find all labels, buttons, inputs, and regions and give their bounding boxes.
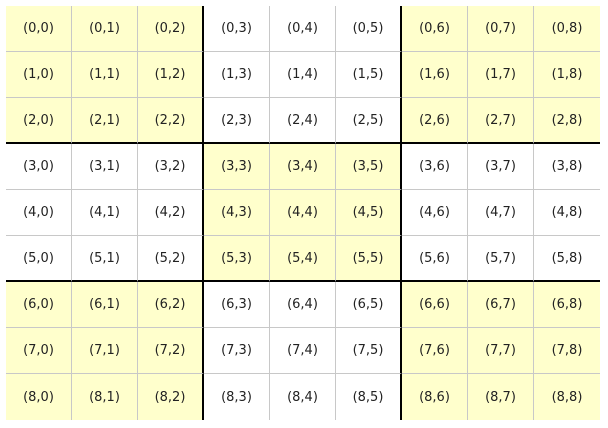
grid-cell[interactable]: (8,4) [270, 374, 336, 420]
grid-cell[interactable]: (1,1) [72, 52, 138, 98]
grid-cell[interactable]: (0,1) [72, 6, 138, 52]
grid-cell[interactable]: (6,2) [138, 282, 204, 328]
grid-cell[interactable]: (8,2) [138, 374, 204, 420]
grid-cell[interactable]: (5,5) [336, 236, 402, 282]
grid-cell[interactable]: (3,1) [72, 144, 138, 190]
grid-cell[interactable]: (2,8) [534, 98, 600, 144]
grid-cell[interactable]: (6,4) [270, 282, 336, 328]
grid-cell[interactable]: (1,3) [204, 52, 270, 98]
grid-cell[interactable]: (0,5) [336, 6, 402, 52]
sudoku-grid: (0,0) (0,1) (0,2) (0,3) (0,4) (0,5) (0,6) (0,7)… [6, 6, 600, 420]
grid-cell[interactable]: (1,8) [534, 52, 600, 98]
grid-cell[interactable]: (1,6) [402, 52, 468, 98]
grid-cell[interactable]: (3,7) [468, 144, 534, 190]
grid-cell[interactable]: (2,5) [336, 98, 402, 144]
grid-cell[interactable]: (7,1) [72, 328, 138, 374]
grid-cell[interactable]: (2,2) [138, 98, 204, 144]
grid-cell[interactable]: (8,0) [6, 374, 72, 420]
grid-cell[interactable]: (5,8) [534, 236, 600, 282]
grid-cell[interactable]: (8,3) [204, 374, 270, 420]
grid-cell[interactable]: (4,7) [468, 190, 534, 236]
grid-cell[interactable]: (6,8) [534, 282, 600, 328]
grid-cell[interactable]: (8,8) [534, 374, 600, 420]
grid-cell[interactable]: (8,1) [72, 374, 138, 420]
grid-cell[interactable]: (2,3) [204, 98, 270, 144]
grid-cell[interactable]: (5,3) [204, 236, 270, 282]
grid-cell[interactable]: (4,2) [138, 190, 204, 236]
grid-cell[interactable]: (0,6) [402, 6, 468, 52]
grid-cell[interactable]: (5,6) [402, 236, 468, 282]
grid-cell[interactable]: (1,4) [270, 52, 336, 98]
grid-cell[interactable]: (4,6) [402, 190, 468, 236]
grid-cell[interactable]: (3,0) [6, 144, 72, 190]
grid-cell[interactable]: (7,8) [534, 328, 600, 374]
grid-cell[interactable]: (5,0) [6, 236, 72, 282]
grid-cell[interactable]: (4,3) [204, 190, 270, 236]
grid-cell[interactable]: (5,2) [138, 236, 204, 282]
grid-cell[interactable]: (2,7) [468, 98, 534, 144]
grid-cell[interactable]: (4,0) [6, 190, 72, 236]
grid-cell[interactable]: (4,4) [270, 190, 336, 236]
grid-cell[interactable]: (1,5) [336, 52, 402, 98]
grid-cell[interactable]: (6,7) [468, 282, 534, 328]
grid-cell[interactable]: (0,2) [138, 6, 204, 52]
grid-cell[interactable]: (2,4) [270, 98, 336, 144]
grid-cell[interactable]: (6,5) [336, 282, 402, 328]
grid-cell[interactable]: (0,4) [270, 6, 336, 52]
grid-cell[interactable]: (7,7) [468, 328, 534, 374]
grid-cell[interactable]: (2,1) [72, 98, 138, 144]
grid-cell[interactable]: (7,4) [270, 328, 336, 374]
grid-cell[interactable]: (0,7) [468, 6, 534, 52]
grid-cell[interactable]: (3,8) [534, 144, 600, 190]
grid-cell[interactable]: (0,3) [204, 6, 270, 52]
grid-cell[interactable]: (5,4) [270, 236, 336, 282]
grid-cell[interactable]: (8,7) [468, 374, 534, 420]
grid-cell[interactable]: (6,3) [204, 282, 270, 328]
grid-cell[interactable]: (7,5) [336, 328, 402, 374]
grid-cell[interactable]: (5,7) [468, 236, 534, 282]
grid-cell[interactable]: (3,2) [138, 144, 204, 190]
grid-cell[interactable]: (8,6) [402, 374, 468, 420]
grid-cell[interactable]: (3,3) [204, 144, 270, 190]
grid-cell[interactable]: (7,2) [138, 328, 204, 374]
grid-cell[interactable]: (4,1) [72, 190, 138, 236]
grid-cell[interactable]: (6,6) [402, 282, 468, 328]
grid-cell[interactable]: (3,6) [402, 144, 468, 190]
grid-cell[interactable]: (3,5) [336, 144, 402, 190]
grid-cell[interactable]: (7,3) [204, 328, 270, 374]
grid-cell[interactable]: (2,0) [6, 98, 72, 144]
grid-cell[interactable]: (1,2) [138, 52, 204, 98]
grid-cells: (0,0) (0,1) (0,2) (0,3) (0,4) (0,5) (0,6) (0,7)… [6, 6, 600, 420]
grid-cell[interactable]: (5,1) [72, 236, 138, 282]
grid-cell[interactable]: (6,0) [6, 282, 72, 328]
grid-cell[interactable]: (0,8) [534, 6, 600, 52]
grid-cell[interactable]: (3,4) [270, 144, 336, 190]
grid-cell[interactable]: (7,0) [6, 328, 72, 374]
grid-cell[interactable]: (6,1) [72, 282, 138, 328]
grid-cell[interactable]: (1,7) [468, 52, 534, 98]
grid-cell[interactable]: (8,5) [336, 374, 402, 420]
grid-cell[interactable]: (7,6) [402, 328, 468, 374]
grid-cell[interactable]: (0,0) [6, 6, 72, 52]
grid-cell[interactable]: (4,5) [336, 190, 402, 236]
grid-cell[interactable]: (2,6) [402, 98, 468, 144]
grid-cell[interactable]: (1,0) [6, 52, 72, 98]
grid-cell[interactable]: (4,8) [534, 190, 600, 236]
